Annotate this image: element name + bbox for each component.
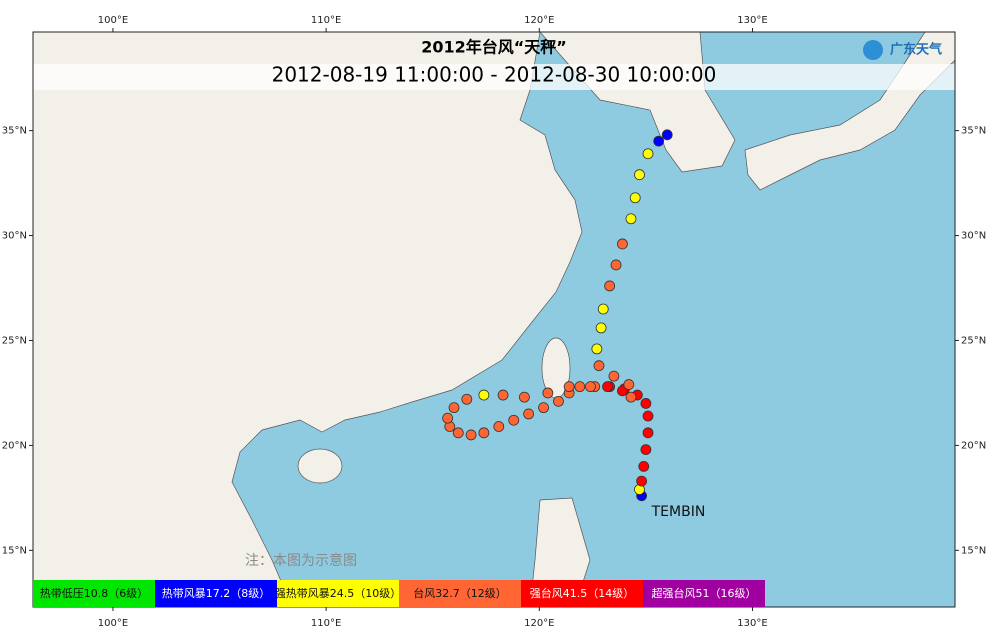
track-point <box>593 360 605 372</box>
track-point <box>585 381 596 393</box>
track-point <box>608 370 620 382</box>
logo-icon <box>863 40 883 60</box>
track-point <box>653 135 665 147</box>
x-tick-label: 130°E <box>737 618 767 629</box>
track-point <box>591 343 603 355</box>
track-point <box>442 412 454 424</box>
overlay: 100°E 100°E 110°E 110°E 120°E 120°E 130°E 130°E… <box>2 15 986 629</box>
track-point <box>623 379 635 390</box>
track-point <box>478 389 490 401</box>
x-tick-label: 100°E <box>98 15 128 26</box>
track-point <box>542 387 554 399</box>
track-point <box>523 408 535 420</box>
logo-text: 广东天气 <box>890 42 942 58</box>
title: 2012年台风“天秤” <box>421 38 567 57</box>
track-point <box>634 169 645 181</box>
legend-swatch <box>521 580 643 607</box>
y-tick-label: 15°N <box>2 545 27 556</box>
x-tick-label: 110°E <box>311 15 341 26</box>
luzon <box>529 497 591 607</box>
legend-label: 强台风41.5（14级） <box>530 586 635 600</box>
y-tick-label: 25°N <box>2 335 27 346</box>
track-point <box>617 385 628 397</box>
track-point <box>448 402 460 414</box>
track-point <box>640 398 652 409</box>
track-point <box>636 475 648 487</box>
track-point <box>493 421 505 432</box>
track-point <box>538 402 549 414</box>
mainland <box>33 32 583 607</box>
track-point <box>597 303 609 315</box>
subtitle: 2012-08-19 11:00:00 - 2012-08-30 10:00:0… <box>272 63 717 87</box>
track-point <box>642 148 654 160</box>
legend-label: 强热带风暴24.5（10级） <box>275 587 402 600</box>
track-point <box>497 389 509 401</box>
track-point <box>604 280 616 292</box>
track-point <box>617 238 628 250</box>
y-tick-label: 30°N <box>961 231 986 242</box>
x-tick-label: 120°E <box>524 618 554 629</box>
legend-label: 热带风暴17.2（8级） <box>162 587 271 600</box>
track-point <box>553 395 564 407</box>
track-point <box>602 381 613 393</box>
track-point <box>574 381 586 393</box>
x-tick-label: 120°E <box>524 15 554 26</box>
track-point <box>642 427 654 439</box>
track-point <box>661 129 673 141</box>
legend-swatch <box>33 580 155 607</box>
track-point <box>563 381 575 393</box>
track-point <box>465 429 477 441</box>
legend-swatch <box>277 580 399 607</box>
x-tick-label: 130°E <box>737 15 767 26</box>
x-tick-label: 100°E <box>98 618 128 629</box>
y-tick-label: 20°N <box>961 440 986 451</box>
y-tick-label: 35°N <box>961 126 986 137</box>
y-tick-label: 30°N <box>2 231 27 242</box>
y-tick-label: 20°N <box>2 440 27 451</box>
y-tick-label: 25°N <box>961 335 986 346</box>
note: 注：本图为示意图 <box>245 552 357 569</box>
track-point <box>625 213 637 225</box>
track-point <box>629 192 641 204</box>
track-point <box>610 259 622 271</box>
legend-swatch <box>155 580 277 607</box>
track-point <box>461 393 473 405</box>
track-point <box>640 444 652 456</box>
track-point <box>642 410 654 422</box>
y-tick-label: 15°N <box>961 545 986 556</box>
y-tick-label: 35°N <box>2 126 27 137</box>
legend-label: 台风32.7（12级） <box>413 586 507 600</box>
hainan <box>297 448 343 484</box>
legend-label: 超强台风51（16级） <box>652 586 757 600</box>
track-point <box>595 322 607 334</box>
storm-label: TEMBIN <box>651 504 706 520</box>
subtitle-band <box>33 64 955 90</box>
track-point <box>508 414 520 426</box>
track-point <box>638 460 650 472</box>
x-tick-label: 110°E <box>311 618 341 629</box>
track-point <box>478 427 490 439</box>
track-point <box>518 391 530 403</box>
track-point <box>452 427 464 439</box>
basemap <box>33 32 955 607</box>
legend-swatch <box>643 580 765 607</box>
legend-swatch <box>399 580 521 607</box>
track-point <box>625 391 637 403</box>
legend-label: 热带低压10.8（6级） <box>40 587 149 600</box>
